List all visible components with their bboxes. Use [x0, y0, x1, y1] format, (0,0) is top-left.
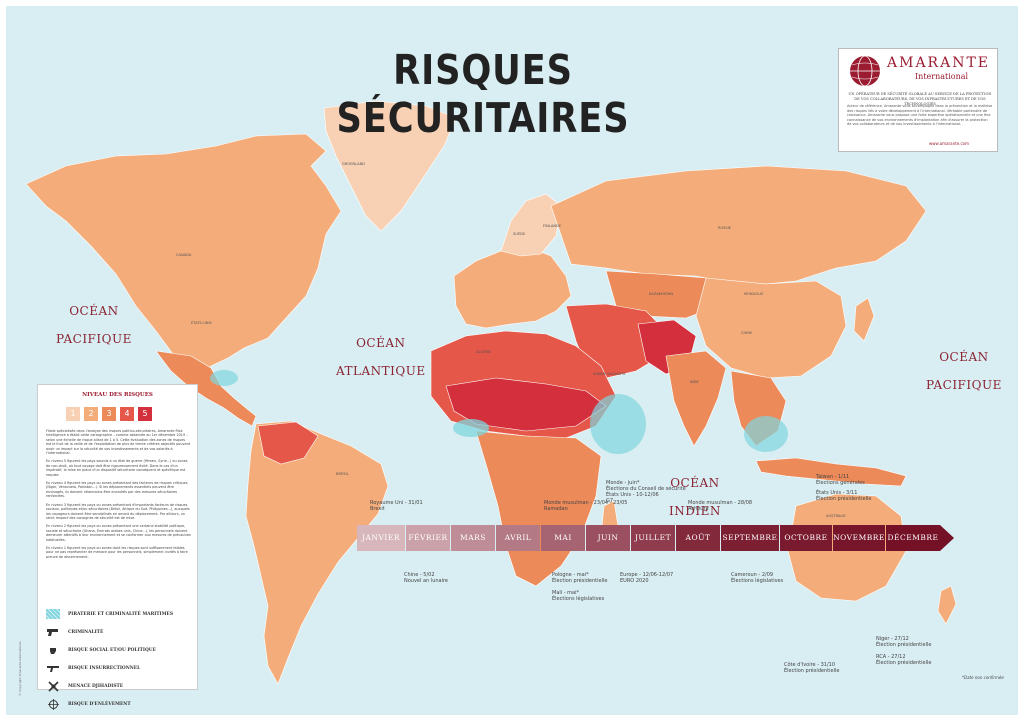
risk-level-scale: 1 2 3 4 5 — [66, 407, 152, 421]
month-april: AVRIL — [496, 525, 540, 551]
event-chinese-new-year: Chine - 5/02 Nouvel an lunaire — [404, 572, 449, 584]
country-label-canada: CANADA — [176, 253, 192, 257]
sahel-land — [445, 377, 607, 432]
event-june: Monde - juin* Élections du Conseil de séc… — [606, 480, 686, 504]
month-december: DÉCEMBRE — [886, 525, 940, 551]
country-label-algerie: ALGÉRIE — [476, 350, 492, 354]
china-land — [695, 277, 847, 379]
copyright: © Copyright Amarante International — [18, 641, 22, 696]
risk-level-4: 4 — [120, 407, 134, 421]
globe-logo-icon — [850, 55, 880, 87]
ocean-label-pacific-right: OCÉAN PACIFIQUE — [926, 350, 1002, 392]
legend-paragraph: En niveau 1 figurent les pays ou zones d… — [46, 545, 188, 559]
ocean-label-pacific-left: OCÉAN PACIFIQUE — [56, 304, 132, 346]
event-timeline: JANVIER FÉVRIER MARS AVRIL MAI JUIN JUIL… — [357, 525, 957, 565]
indonesia-land — [755, 457, 907, 487]
country-label-arabie: ARABIE SAOUDITE — [593, 372, 626, 376]
country-label-russie: RUSSIE — [718, 226, 732, 230]
country-label-mongolie: MONGOLIE — [744, 292, 764, 296]
brand-tagline: UN OPÉRATEUR DE SÉCURITÉ GLOBALE AU SERV… — [848, 92, 992, 106]
risk-level-1: 1 — [66, 407, 80, 421]
month-march: MARS — [451, 525, 495, 551]
legend-paragraph: Filiale spécialisée dans l'analyse des r… — [46, 429, 191, 456]
country-label-chine: CHINE — [741, 331, 753, 335]
brand-subtitle: International — [915, 72, 969, 81]
india-land — [665, 350, 727, 447]
gun-icon — [46, 627, 60, 637]
world-map — [25, 100, 957, 685]
month-october: OCTOBRE — [780, 525, 832, 551]
legend-paragraph: En niveau 5 figurent les pays soumis à u… — [46, 459, 188, 477]
piracy-zone-gulf-guinea — [453, 419, 489, 437]
legend-item-piracy: PIRATERIE ET CRIMINALITÉ MARITIMES — [46, 607, 196, 621]
country-label-kazakhstan: KAZAKHSTAN — [649, 292, 674, 296]
month-june: JUIN — [586, 525, 630, 551]
legend-paragraph: En niveau 2 figurent les pays ou zones p… — [46, 524, 191, 542]
north-america-land — [25, 133, 342, 379]
month-january: JANVIER — [357, 525, 405, 551]
country-label-finlande: FINLANDE — [543, 224, 562, 228]
event-december: Niger - 27/12 Élection présidentielle RCA… — [876, 636, 932, 666]
map-poster: RISQUES SÉCURITAIRES OCÉAN PACIFIQUE OCÉA… — [6, 6, 1018, 715]
brand-name: AMARANTE — [887, 55, 991, 71]
legend-item-insurrection: RISQUE INSURRECTIONNEL — [46, 661, 196, 675]
risk-level-2: 2 — [84, 407, 98, 421]
timeline-arrow-icon — [940, 525, 954, 551]
event-ramadan: Monde musulman - 23/04 - 23/05 Ramadan — [544, 500, 628, 512]
month-may: MAI — [541, 525, 585, 551]
ocean-label-indian: OCÉAN INDIEN — [669, 476, 721, 518]
page-title: RISQUES SÉCURITAIRES — [336, 46, 630, 142]
legend-item-criminality: CRIMINALITÉ — [46, 625, 196, 639]
country-label-groenland: GROENLAND — [342, 162, 366, 166]
legend-item-social-risk: RISQUE SOCIAL ET/OU POLITIQUE — [46, 643, 196, 657]
risk-level-5: 5 — [138, 407, 152, 421]
jihad-icon — [46, 680, 60, 692]
europe-land — [453, 245, 572, 329]
brand-description: Acteur de référence, Amarante vous accom… — [847, 104, 993, 127]
legend-text: Filiale spécialisée dans l'analyse des r… — [46, 429, 191, 563]
country-label-australie: AUSTRALIE — [826, 514, 846, 518]
south-america-land — [245, 420, 389, 685]
rifle-icon — [46, 663, 60, 673]
risk-level-3: 3 — [102, 407, 116, 421]
country-label-inde: INDE — [690, 380, 699, 384]
legend-item-jihadist: MENACE DJIHADISTE — [46, 679, 196, 693]
event-cote-ivoire: Côte d'Ivoire - 31/10 Élection présidenti… — [784, 662, 840, 674]
legend-paragraph: En niveau 3 figurent les pays ou zones p… — [46, 502, 190, 520]
piracy-zone-caribbean — [210, 370, 238, 386]
country-label-bresil: BRÉSIL — [336, 472, 349, 476]
event-cameroun: Cameroun - 2/09 Élections législatives — [731, 572, 784, 584]
event-euro-2020: Europe - 12/06-12/07 EURO 2020 — [620, 572, 674, 584]
legend-item-kidnapping: RISQUE D'ENLÈVEMENT — [46, 697, 196, 711]
piracy-zone-malacca — [744, 416, 788, 452]
fist-icon — [46, 645, 60, 655]
legend-items: PIRATERIE ET CRIMINALITÉ MARITIMES CRIMI… — [46, 607, 196, 715]
russia-land — [550, 165, 927, 287]
brand-url-link[interactable]: www.amarante.com — [929, 141, 969, 146]
colombia-venezuela-land — [257, 421, 319, 465]
event-november: Taïwan - 1/11 Élections générales États U… — [816, 474, 872, 502]
country-label-etats-unis: ÉTATS-UNIS — [191, 321, 212, 325]
month-july: JUILLET — [631, 525, 675, 551]
country-label-suede: SUÈDE — [513, 232, 526, 236]
event-may: Pologne - mai* Élection présidentielle Ma… — [552, 572, 608, 602]
piracy-zone-somalia — [590, 394, 646, 454]
greenland-land — [323, 100, 457, 232]
legend-title: NIVEAU DES RISQUES — [82, 392, 153, 398]
japan-land — [853, 297, 875, 342]
ocean-label-atlantic: OCÉAN ATLANTIQUE — [336, 336, 426, 378]
month-february: FÉVRIER — [406, 525, 450, 551]
month-september: SEPTEMBRE — [721, 525, 779, 551]
month-november: NOVEMBRE — [833, 525, 885, 551]
new-zealand-land — [937, 585, 957, 625]
event-brexit: Royaume Uni - 31/01 Brexit — [370, 500, 423, 512]
brand-box: AMARANTE International UN OPÉRATEUR DE S… — [838, 48, 998, 152]
event-achoura: Monde musulman - 28/08 Achoura — [688, 500, 753, 512]
legend-paragraph: En niveau 4 figurent les pays ou zones p… — [46, 481, 188, 499]
month-august: AOÛT — [676, 525, 720, 551]
target-icon — [46, 698, 60, 710]
hatch-icon — [46, 609, 60, 619]
footnote: *Date non confirmée — [962, 675, 1004, 680]
legend-panel: NIVEAU DES RISQUES 1 2 3 4 5 Filiale spé… — [37, 384, 198, 710]
